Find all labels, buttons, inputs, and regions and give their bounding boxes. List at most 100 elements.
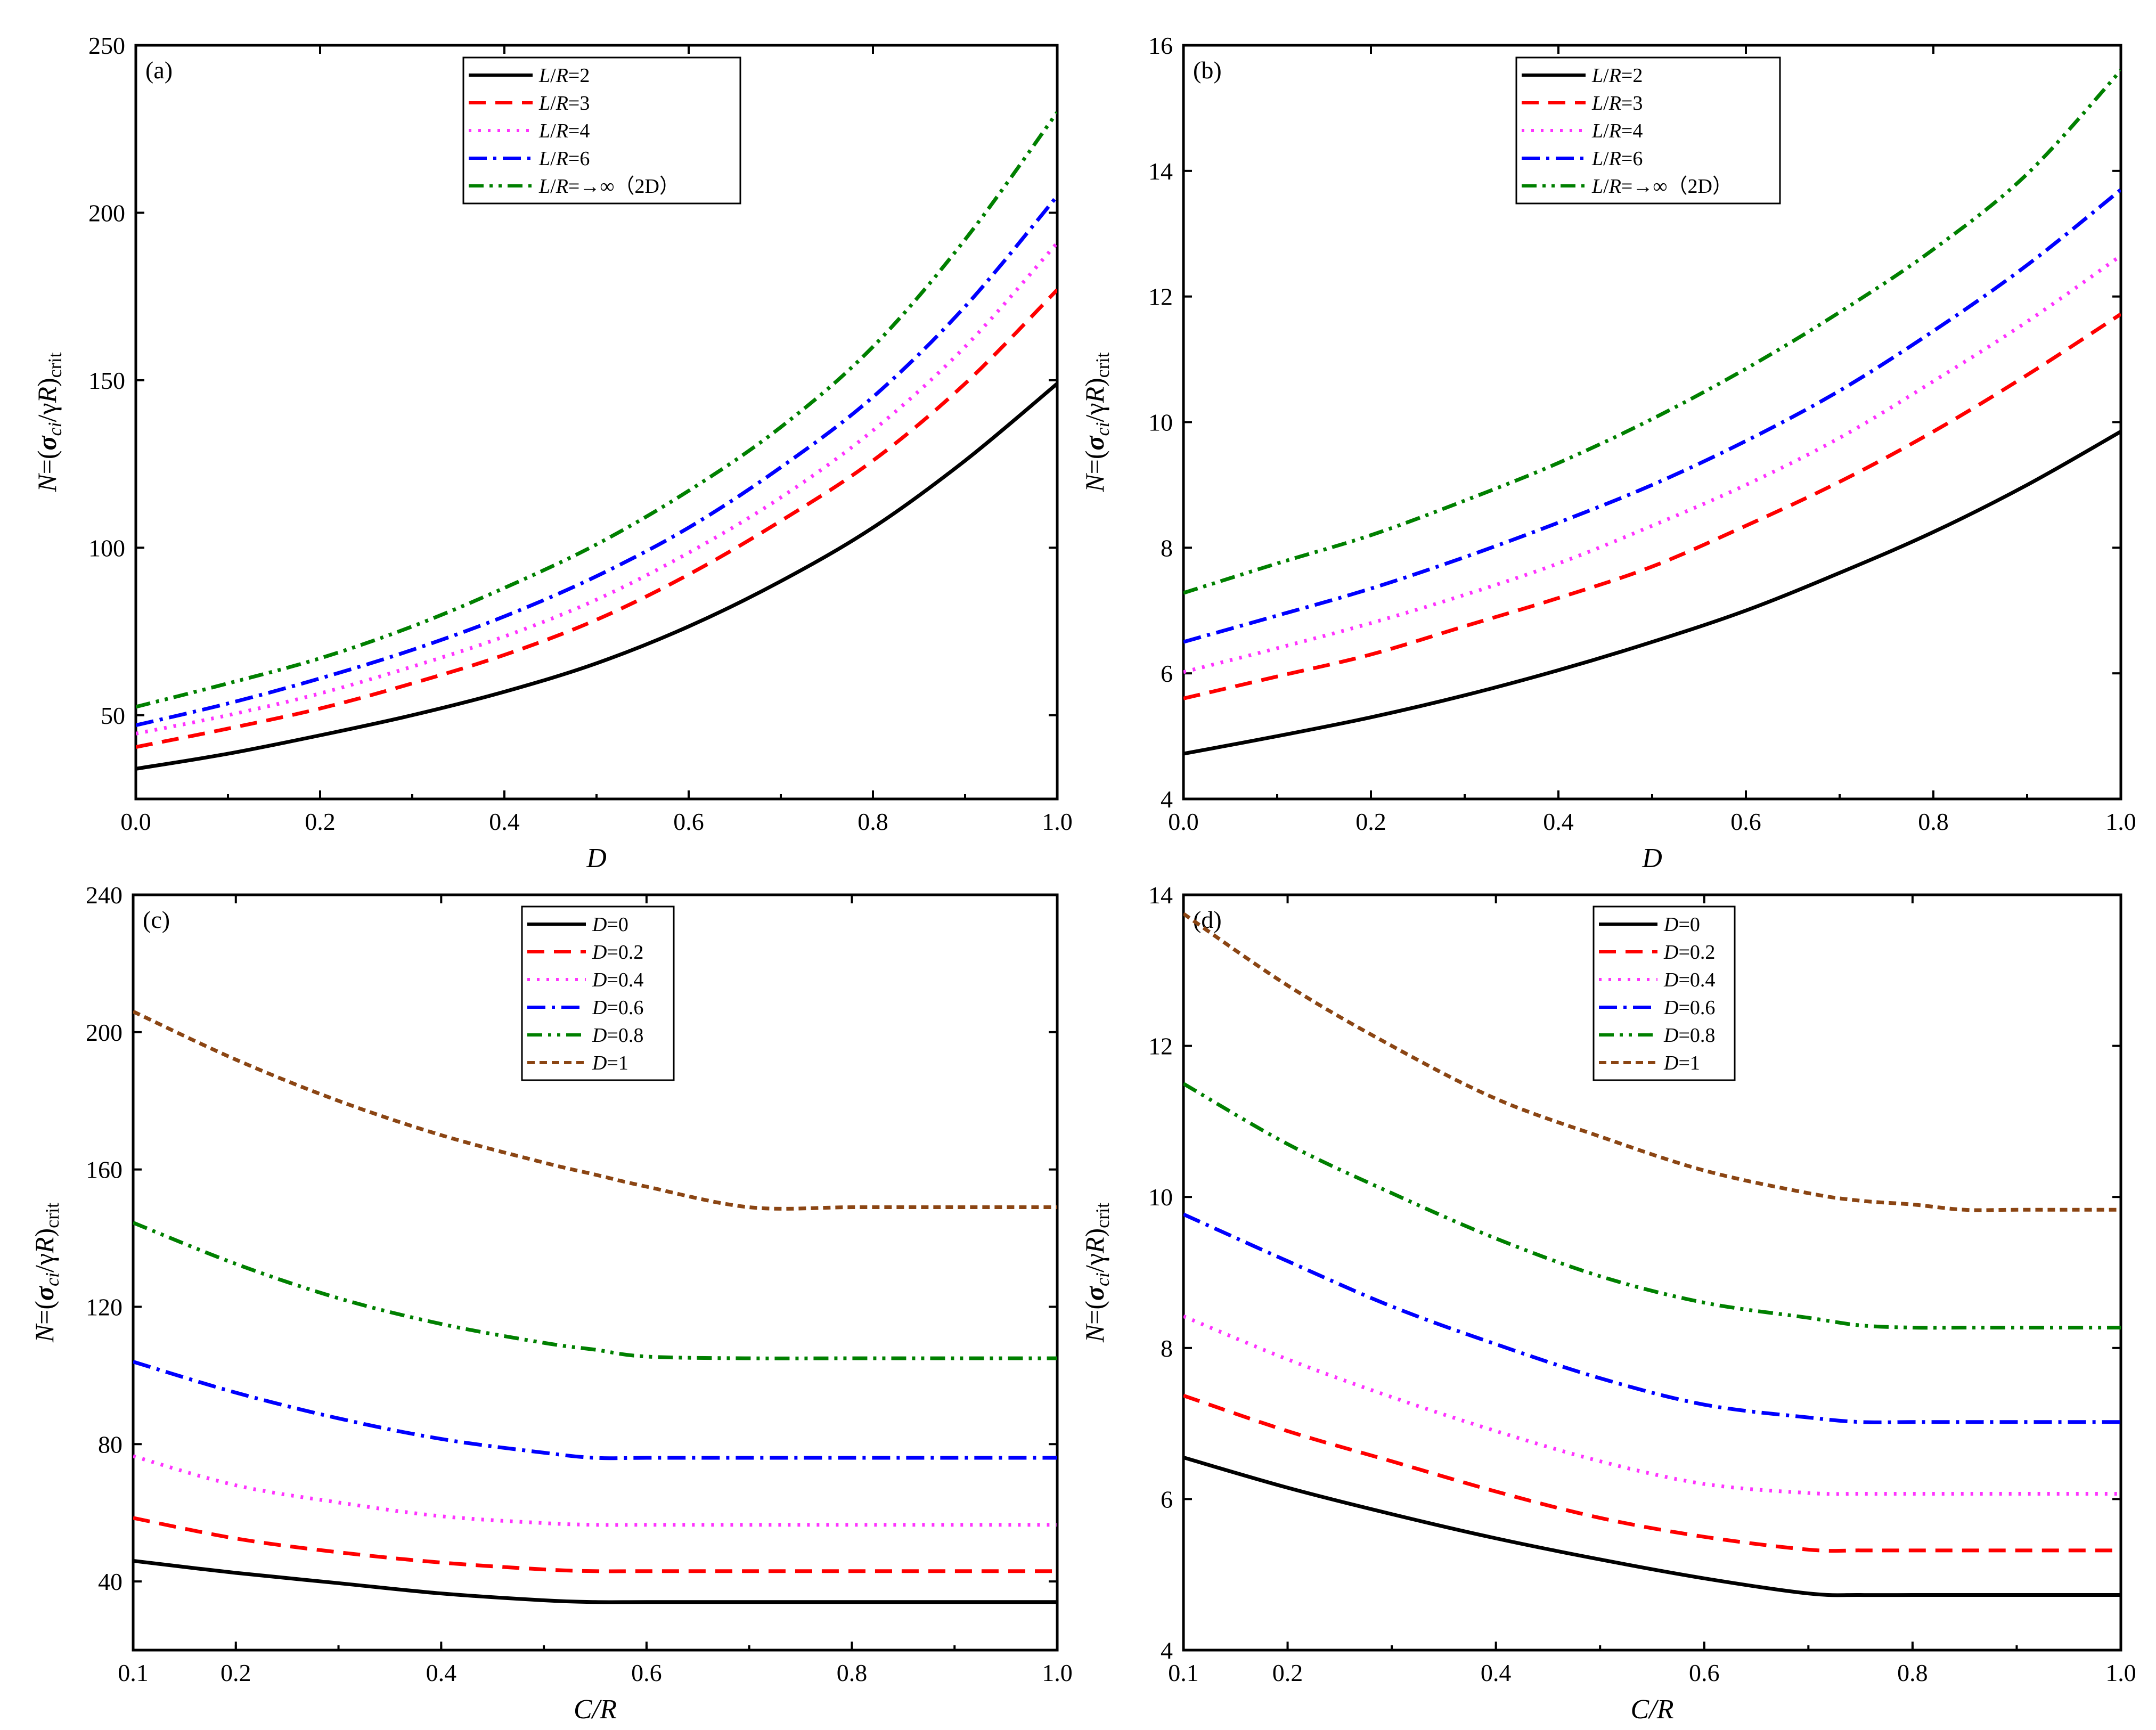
y-tick-label: 6 [1161, 1486, 1173, 1513]
legend-entry-label: D=0.8 [1663, 1024, 1715, 1047]
x-tick-label: 1.0 [2105, 808, 2136, 835]
series-line-1 [1183, 430, 2121, 756]
y-tick-label: 14 [1148, 158, 1173, 185]
series-line-2 [133, 1516, 1057, 1573]
legend-entry-label: D=1 [592, 1052, 628, 1074]
series-line-1 [136, 382, 1057, 771]
series-line-4 [133, 1360, 1057, 1460]
y-tick-label: 8 [1161, 534, 1173, 561]
panel-d: 0.1 0.2 0.4 0.6 0.8 1.0 4 6 8 10 12 14 C/R N=(σci/γR)… [1080, 882, 2136, 1725]
legend-entry-label: L/R=4 [1591, 120, 1643, 142]
x-axis-title: D [586, 843, 607, 874]
x-tick-label: 0.4 [489, 808, 520, 835]
legend-entry-label: L/R=3 [1591, 92, 1643, 115]
legend-entry-label: L/R=2 [1591, 64, 1643, 87]
series-line-6 [133, 1009, 1057, 1211]
series-line-3 [1183, 254, 2121, 674]
legend-entry-label: L/R=3 [538, 92, 590, 115]
y-tick-label: 150 [88, 367, 125, 394]
series-line-5 [133, 1221, 1057, 1360]
series-line-2 [1183, 312, 2121, 700]
x-tick-label: 1.0 [1042, 1659, 1073, 1686]
legend-entry-label: L/R=→∞（2D） [538, 175, 680, 198]
x-tick-label: 0.1 [1168, 1659, 1199, 1686]
legend-box [1592, 905, 1736, 1081]
x-tick-label: 0.8 [858, 808, 888, 835]
y-tick-label: 10 [1148, 1184, 1173, 1211]
panel-b: 0.0 0.2 0.4 0.6 0.8 1.0 4 6 8 10 12 14 16 D N=(σci/γR)… [1080, 32, 2136, 874]
y-tick-label: 100 [88, 534, 125, 561]
y-tick-label: 4 [1161, 1637, 1173, 1664]
panel-label: (c) [143, 906, 170, 933]
y-tick-label: 14 [1148, 882, 1173, 909]
legend-entry-label: D=0.6 [592, 997, 643, 1019]
series-group [133, 1009, 1057, 1604]
x-tick-label: 0.2 [1355, 808, 1386, 835]
panel-a: 0.0 0.2 0.4 0.6 0.8 1.0 50 100 150 200 250 D N=(σci/… [32, 32, 1073, 874]
legend: L/R=2 L/R=3 L/R=4 L/R=6 L/R=→∞（2D） [462, 56, 741, 205]
x-tick-label: 0.0 [120, 808, 151, 835]
x-axis-title: D [1642, 843, 1662, 874]
legend-entry-label: L/R=2 [538, 64, 590, 87]
legend: D=0 D=0.2 D=0.4 D=0.6 D=0.8 D=1 [521, 905, 675, 1081]
series-line-1 [133, 1558, 1057, 1604]
series-line-5 [1183, 1082, 2121, 1330]
series-line-6 [1183, 912, 2121, 1212]
x-tick-label: 0.2 [1272, 1659, 1303, 1686]
x-tick-label: 0.4 [426, 1659, 457, 1686]
legend-entry-label: L/R=4 [538, 120, 590, 142]
panel-label: (a) [145, 56, 173, 84]
y-axis-title: N=(σci/γR)crit [32, 352, 66, 492]
x-tick-label: 0.4 [1543, 808, 1574, 835]
y-tick-label: 50 [101, 702, 125, 729]
x-tick-label: 0.6 [631, 1659, 662, 1686]
y-tick-label: 10 [1148, 409, 1173, 436]
x-tick-label: 0.1 [118, 1659, 149, 1686]
panel-c: 0.1 0.2 0.4 0.6 0.8 1.0 40 80 120 160 200 240 C/R N=(… [29, 882, 1073, 1725]
plot-frame [132, 893, 1059, 1652]
legend-entry-label: D=0.4 [1663, 969, 1715, 991]
legend-entry-label: L/R=→∞（2D） [1591, 175, 1733, 198]
x-axis-title: C/R [1631, 1694, 1674, 1725]
y-tick-label: 160 [86, 1156, 123, 1184]
y-axis-title: N=(σci/γR)crit [1080, 1203, 1113, 1343]
series-line-2 [1183, 1393, 2121, 1553]
y-tick-label: 16 [1148, 32, 1173, 59]
x-tick-label: 0.6 [1730, 808, 1761, 835]
x-tick-label: 0.2 [305, 808, 336, 835]
y-axis-title: N=(σci/γR)crit [29, 1203, 63, 1343]
y-tick-label: 12 [1148, 1033, 1173, 1060]
x-tick-label: 0.0 [1168, 808, 1199, 835]
legend-entry-label: D=0.2 [1663, 941, 1715, 964]
legend-box [521, 905, 675, 1081]
x-tick-label: 0.8 [1897, 1659, 1928, 1686]
y-tick-label: 40 [98, 1568, 123, 1595]
legend-entry-label: D=0 [1663, 913, 1700, 936]
legend-entry-label: D=0.6 [1663, 997, 1715, 1019]
x-tick-label: 0.2 [220, 1659, 251, 1686]
y-tick-label: 200 [88, 199, 125, 226]
legend-entry-label: D=1 [1663, 1052, 1700, 1074]
x-tick-label: 0.6 [1689, 1659, 1720, 1686]
series-line-5 [136, 111, 1057, 709]
x-tick-label: 0.8 [1918, 808, 1949, 835]
y-tick-label: 200 [86, 1019, 123, 1046]
series-line-3 [136, 241, 1057, 736]
series-line-5 [1183, 69, 2121, 595]
series-line-4 [1183, 1212, 2121, 1424]
y-tick-label: 120 [86, 1293, 123, 1320]
x-tick-label: 1.0 [2105, 1659, 2136, 1686]
plot-frame [1182, 893, 2122, 1652]
legend-entry-label: D=0.8 [592, 1024, 643, 1047]
legend-entry-label: L/R=6 [538, 148, 590, 170]
x-tick-label: 0.4 [1481, 1659, 1512, 1686]
series-group [1183, 912, 2121, 1597]
x-axis-title: C/R [574, 1694, 617, 1725]
series-group [1183, 69, 2121, 756]
y-tick-label: 240 [86, 882, 123, 909]
y-axis-title: N=(σci/γR)crit [1080, 352, 1113, 492]
series-line-4 [136, 194, 1057, 728]
x-tick-label: 0.6 [673, 808, 704, 835]
y-tick-label: 6 [1161, 660, 1173, 687]
